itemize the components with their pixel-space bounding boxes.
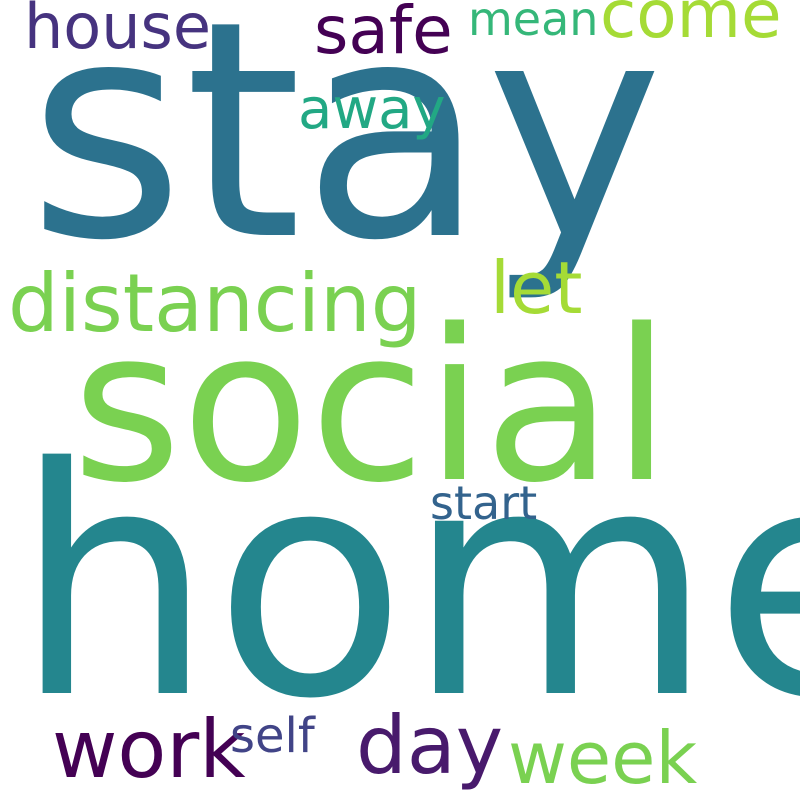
word-stay: stay bbox=[28, 0, 664, 306]
word-distancing: distancing bbox=[8, 257, 422, 350]
word-away: away bbox=[298, 77, 446, 142]
word-work: work bbox=[52, 703, 246, 796]
word-week: week bbox=[508, 716, 698, 800]
word-mean: mean bbox=[468, 0, 599, 46]
word-let: let bbox=[490, 246, 583, 330]
word-come: come bbox=[600, 0, 782, 53]
word-start: start bbox=[430, 476, 538, 530]
word-house: house bbox=[24, 0, 211, 63]
word-safe: safe bbox=[314, 0, 453, 69]
word-social: social bbox=[72, 284, 671, 529]
word-home: home bbox=[14, 402, 800, 768]
word-day: day bbox=[356, 699, 504, 792]
word-self: self bbox=[230, 708, 315, 764]
